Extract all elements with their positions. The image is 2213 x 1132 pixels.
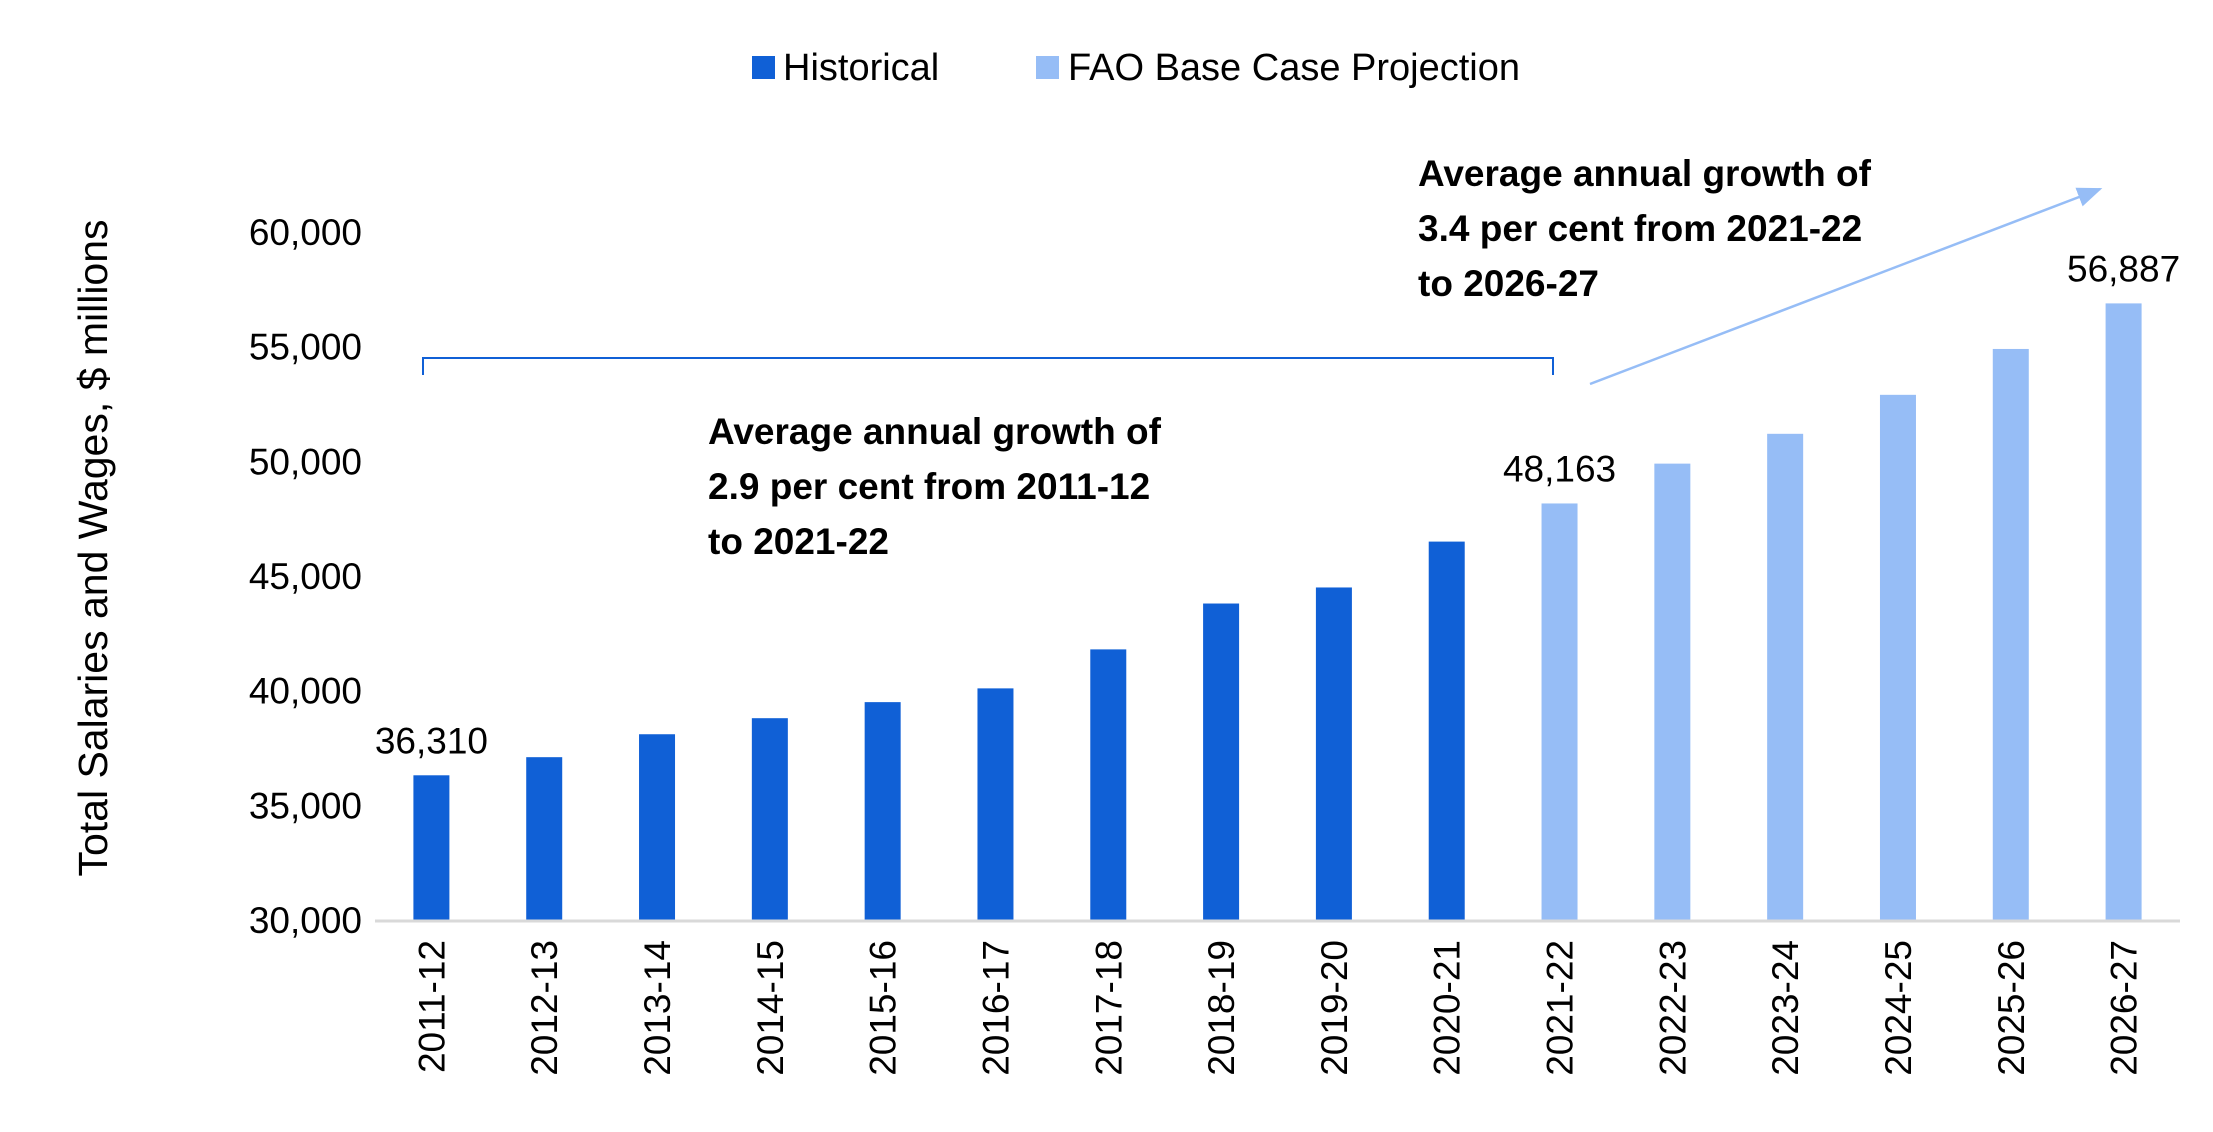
bars [413, 303, 2142, 921]
x-tick-label: 2024-25 [1878, 940, 1919, 1076]
bar-2015-16 [864, 702, 901, 920]
bar-2014-15 [751, 718, 788, 920]
legend: Historical FAO Base Case Projection [752, 47, 1520, 89]
bar-2017-18 [1090, 649, 1127, 920]
growth-bracket [422, 357, 1554, 375]
historical-growth-line: 2.9 per cent from 2011-12 [708, 466, 1150, 507]
x-tick-label: 2011-12 [411, 940, 452, 1073]
bar-2012-13 [526, 757, 563, 920]
growth-arrow [1589, 187, 2103, 386]
y-tick-label: 40,000 [249, 671, 362, 712]
bar-2022-23 [1654, 463, 1691, 920]
x-tick-label: 2014-15 [750, 940, 791, 1076]
bar-2019-20 [1315, 587, 1352, 920]
y-axis-title-group: Total Salaries and Wages, $ millions [70, 219, 116, 876]
projection-growth-text: Average annual growth of 3.4 per cent fro… [1418, 153, 1872, 304]
bar-2023-24 [1767, 433, 1804, 920]
projection-growth-line: to 2026-27 [1418, 263, 1599, 304]
legend-label-0: Historical [783, 47, 939, 89]
y-tick-label: 55,000 [249, 327, 362, 368]
y-tick-label: 45,000 [249, 556, 362, 597]
legend-label-1: FAO Base Case Projection [1068, 47, 1520, 89]
x-tick-label: 2020-21 [1427, 940, 1468, 1076]
bar-2021-22 [1541, 503, 1578, 920]
y-tick-label: 35,000 [249, 785, 362, 826]
x-tick-label: 2016-17 [975, 940, 1016, 1076]
y-axis-ticks: 30,000 35,000 40,000 45,000 50,000 55,000 60,0… [249, 212, 362, 941]
x-tick-label: 2012-13 [524, 940, 565, 1076]
data-labels: 36,310 48,163 56,887 [375, 248, 2180, 761]
bar-2013-14 [639, 734, 676, 920]
historical-growth-line: Average annual growth of [708, 411, 1162, 452]
x-tick-label: 2025-26 [1991, 940, 2032, 1076]
bar-2011-12 [413, 775, 450, 920]
bar-2025-26 [1992, 348, 2029, 921]
x-tick-label: 2023-24 [1765, 940, 1806, 1076]
bar-2020-21 [1428, 541, 1465, 920]
annotations: Average annual growth of 2.9 per cent fro… [422, 153, 2103, 562]
data-label-2021-22: 48,163 [1503, 448, 1616, 489]
y-tick-label: 30,000 [249, 900, 362, 941]
bar-2024-25 [1879, 394, 1916, 920]
x-tick-label: 2018-19 [1201, 940, 1242, 1076]
bar-2026-27 [2105, 303, 2142, 920]
x-tick-label: 2019-20 [1314, 940, 1355, 1076]
x-tick-label: 2021-22 [1540, 940, 1581, 1076]
x-tick-label: 2017-18 [1088, 940, 1129, 1076]
legend-swatch-1 [1036, 56, 1059, 79]
y-axis-title: Total Salaries and Wages, $ millions [70, 219, 116, 876]
historical-growth-line: to 2021-22 [708, 521, 889, 562]
x-tick-label: 2015-16 [863, 940, 904, 1076]
x-tick-label: 2022-23 [1652, 940, 1693, 1076]
y-tick-label: 50,000 [249, 441, 362, 482]
projection-growth-line: Average annual growth of [1418, 153, 1872, 194]
data-label-2011-12: 36,310 [375, 720, 488, 761]
bar-2018-19 [1203, 603, 1240, 920]
historical-growth-text: Average annual growth of 2.9 per cent fro… [708, 411, 1162, 562]
legend-swatch-0 [752, 56, 775, 79]
x-tick-label: 2026-27 [2104, 940, 2145, 1076]
bar-2016-17 [977, 688, 1014, 920]
x-axis-ticks: 2011-12 2012-13 2013-14 2014-15 2015-16 2016-… [411, 940, 2144, 1076]
data-label-2026-27: 56,887 [2067, 248, 2180, 289]
y-tick-label: 60,000 [249, 212, 362, 253]
projection-growth-line: 3.4 per cent from 2021-22 [1418, 208, 1862, 249]
x-tick-label: 2013-14 [637, 940, 678, 1076]
